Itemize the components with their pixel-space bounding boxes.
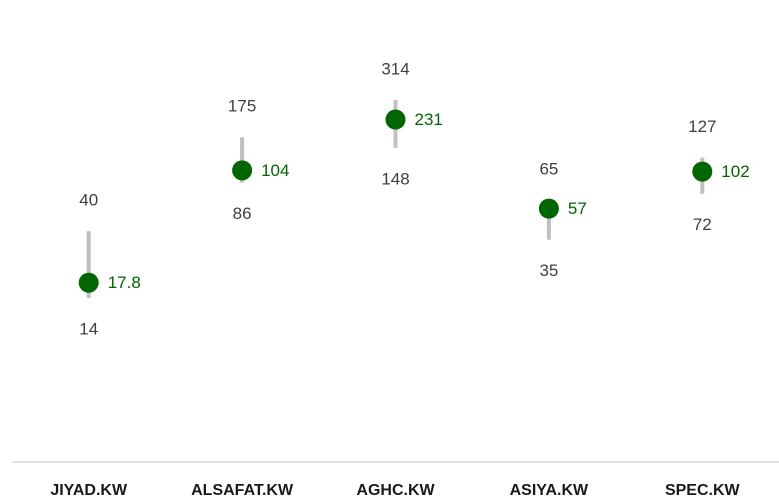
value-label: 104 (261, 161, 289, 180)
low-label: 14 (79, 319, 98, 338)
x-tick-label: JIYAD.KW (50, 482, 128, 499)
x-tick-label: SPEC.KW (665, 482, 741, 499)
high-label: 40 (79, 191, 98, 210)
value-dot (78, 272, 99, 293)
value-label: 102 (721, 162, 749, 181)
x-tick-label: ASIYA.KW (510, 482, 589, 499)
high-label: 65 (539, 160, 558, 179)
value-label: 57 (568, 199, 587, 218)
high-label: 175 (228, 97, 256, 116)
low-label: 72 (693, 215, 712, 234)
value-dot (232, 160, 253, 181)
value-dot (538, 198, 559, 219)
low-label: 148 (381, 169, 409, 188)
value-dot (385, 109, 406, 130)
high-label: 127 (688, 117, 716, 136)
high-label: 314 (381, 59, 409, 78)
low-label: 86 (233, 204, 252, 223)
x-tick-label: ALSAFAT.KW (191, 482, 294, 499)
value-label: 231 (415, 110, 443, 129)
x-tick-label: AGHC.KW (356, 482, 435, 499)
low-label: 35 (539, 261, 558, 280)
value-label: 17.8 (108, 273, 141, 292)
value-dot (692, 161, 713, 182)
